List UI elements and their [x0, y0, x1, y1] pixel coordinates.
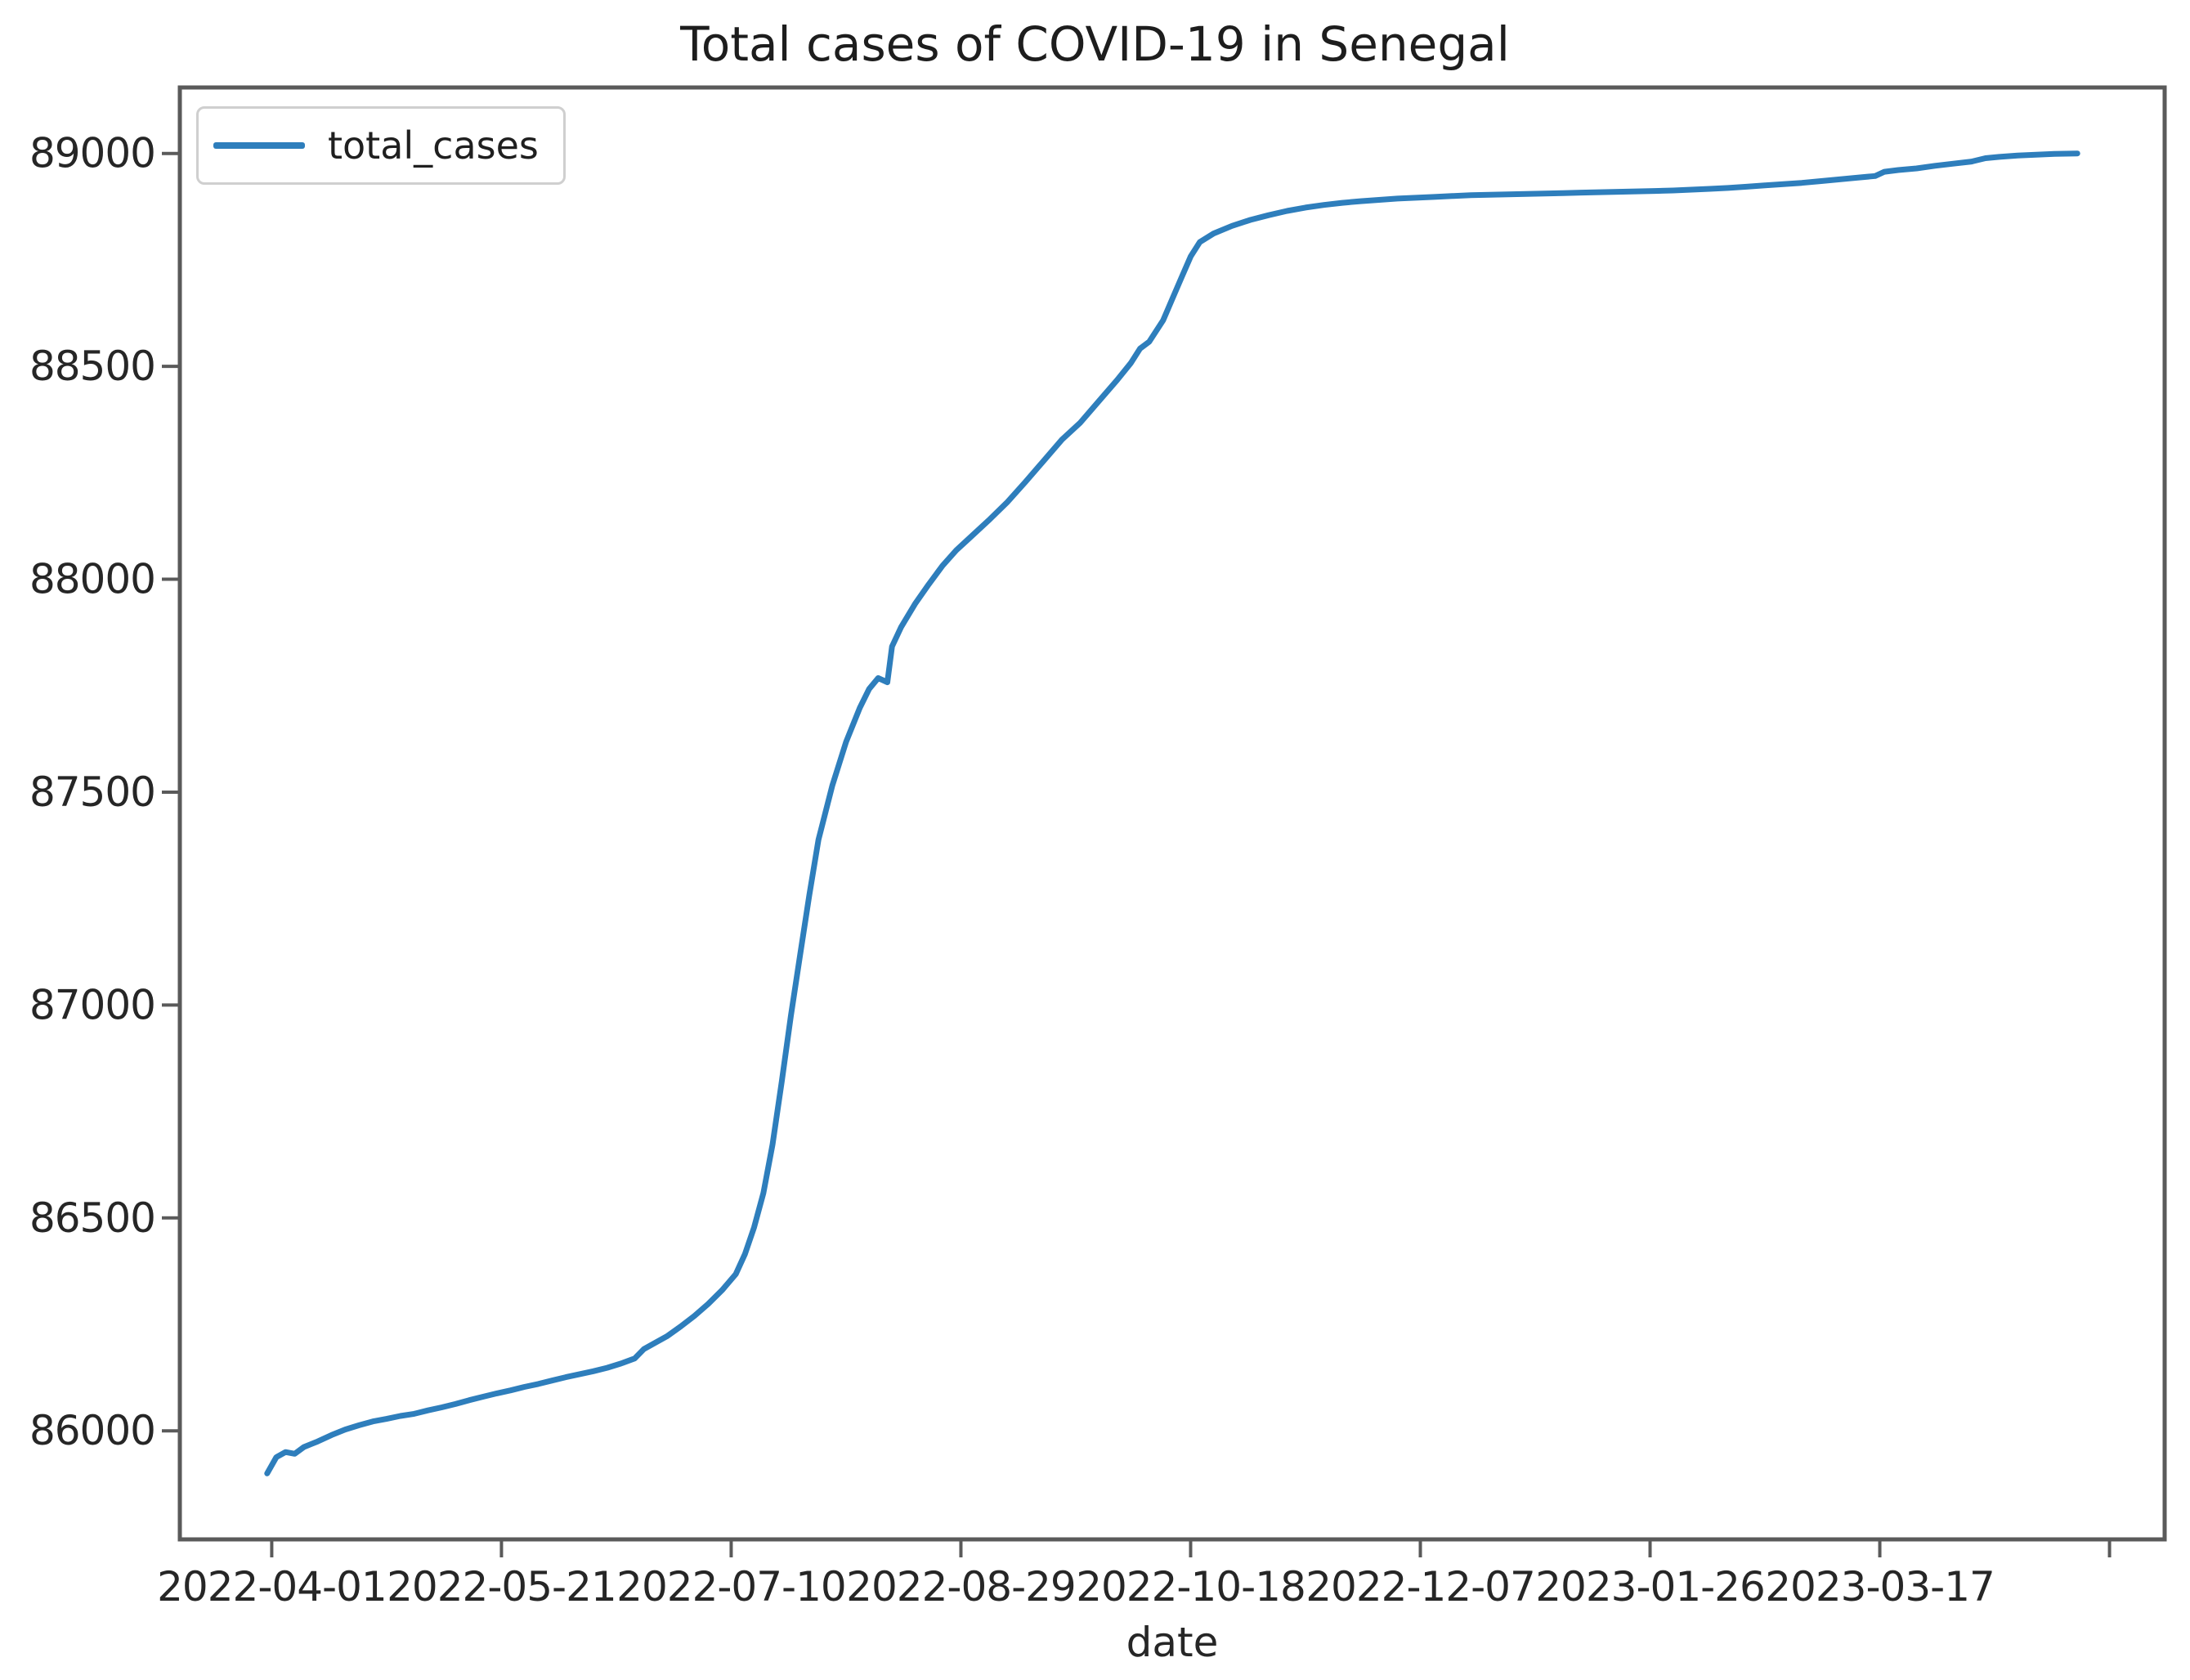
x-tick-label: 2022-04-01	[157, 1563, 387, 1611]
legend: total_cases	[196, 106, 566, 185]
y-tick-label: 86500	[29, 1194, 155, 1242]
y-tick-label: 87000	[29, 981, 155, 1028]
y-tick-label: 87500	[29, 768, 155, 816]
y-tick-label: 88500	[29, 343, 155, 390]
axes-spines	[177, 85, 2167, 1542]
y-tick-label: 89000	[29, 130, 155, 177]
legend-line-sample-icon	[213, 142, 305, 149]
x-tick-label: 2022-10-18	[1076, 1563, 1305, 1611]
x-tick-label: 2022-12-07	[1305, 1563, 1535, 1611]
chart-title: Total cases of COVID-19 in Senegal	[680, 16, 1510, 72]
x-tick-label: 2022-07-10	[616, 1563, 846, 1611]
y-tick-label: 88000	[29, 556, 155, 603]
x-tick-label: 2022-05-21	[387, 1563, 616, 1611]
x-tick-label: 2023-03-17	[1765, 1563, 1995, 1611]
x-tick-label: 2022-08-29	[846, 1563, 1076, 1611]
legend-label: total_cases	[328, 123, 539, 168]
x-axis-title: date	[1126, 1619, 1219, 1666]
total-cases-line	[264, 150, 2080, 1476]
y-tick-label: 86000	[29, 1407, 155, 1454]
x-tick-label: 2023-01-26	[1535, 1563, 1765, 1611]
